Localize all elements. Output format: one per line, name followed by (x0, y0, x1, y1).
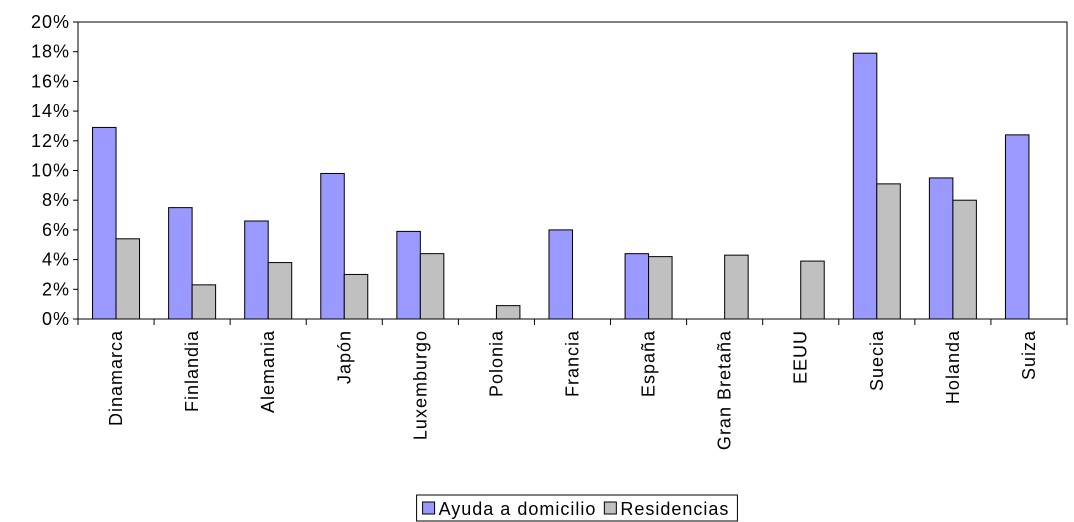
y-tick-label: 8% (42, 190, 70, 210)
bar (800, 260, 825, 320)
y-tick-label: 18% (31, 42, 70, 62)
x-tick-label: Holanda (943, 330, 963, 404)
legend-box (416, 494, 738, 522)
x-tick-label: Suecia (867, 330, 887, 391)
plot-border (77, 21, 1068, 320)
x-tick-label: Polonia (486, 330, 506, 397)
bar (267, 262, 293, 320)
legend: Ayuda a domicilio Residencias (416, 494, 738, 522)
bar (1004, 134, 1030, 320)
y-tick-label: 6% (42, 220, 70, 240)
x-tick-label: Japón (334, 330, 354, 384)
x-tick-label: Francia (563, 330, 583, 397)
x-tick-label: EEUU (791, 330, 811, 384)
bar (92, 126, 117, 320)
bar (648, 256, 673, 320)
x-tick-label: Dinamarca (106, 330, 126, 426)
bar (624, 253, 650, 320)
x-tick-label: Luxemburgo (410, 330, 430, 440)
bar (168, 207, 193, 320)
y-tick-label: 0% (42, 309, 70, 329)
bar (244, 220, 269, 320)
x-tick-label: Suiza (1019, 330, 1039, 380)
legend-label: Residencias (620, 499, 729, 519)
bar (952, 199, 977, 320)
legend-label: Ayuda a domicilio (439, 499, 597, 519)
bar (495, 305, 521, 320)
bar (724, 254, 749, 320)
x-tick-label: Alemania (258, 330, 278, 413)
x-tick-label: Finlandia (182, 330, 202, 412)
x-tick-label: Gran Bretaña (715, 330, 735, 450)
bar (548, 229, 573, 320)
legend-swatch (422, 501, 436, 515)
y-tick-label: 14% (31, 101, 70, 121)
bar (343, 273, 369, 320)
bar (320, 172, 345, 320)
y-tick-label: 4% (42, 250, 70, 270)
bar (419, 253, 445, 320)
legend-swatch (603, 501, 617, 515)
y-tick-label: 2% (42, 279, 70, 299)
y-tick-label: 12% (31, 131, 70, 151)
bar (876, 183, 901, 320)
bar (928, 177, 954, 320)
bar (115, 238, 141, 320)
bar (191, 284, 217, 320)
bar (396, 230, 421, 320)
y-tick-label: 16% (31, 71, 70, 91)
y-tick-label: 20% (31, 12, 70, 32)
x-tick-label: España (639, 330, 659, 397)
bar (852, 52, 878, 320)
y-tick-label: 10% (31, 161, 70, 181)
